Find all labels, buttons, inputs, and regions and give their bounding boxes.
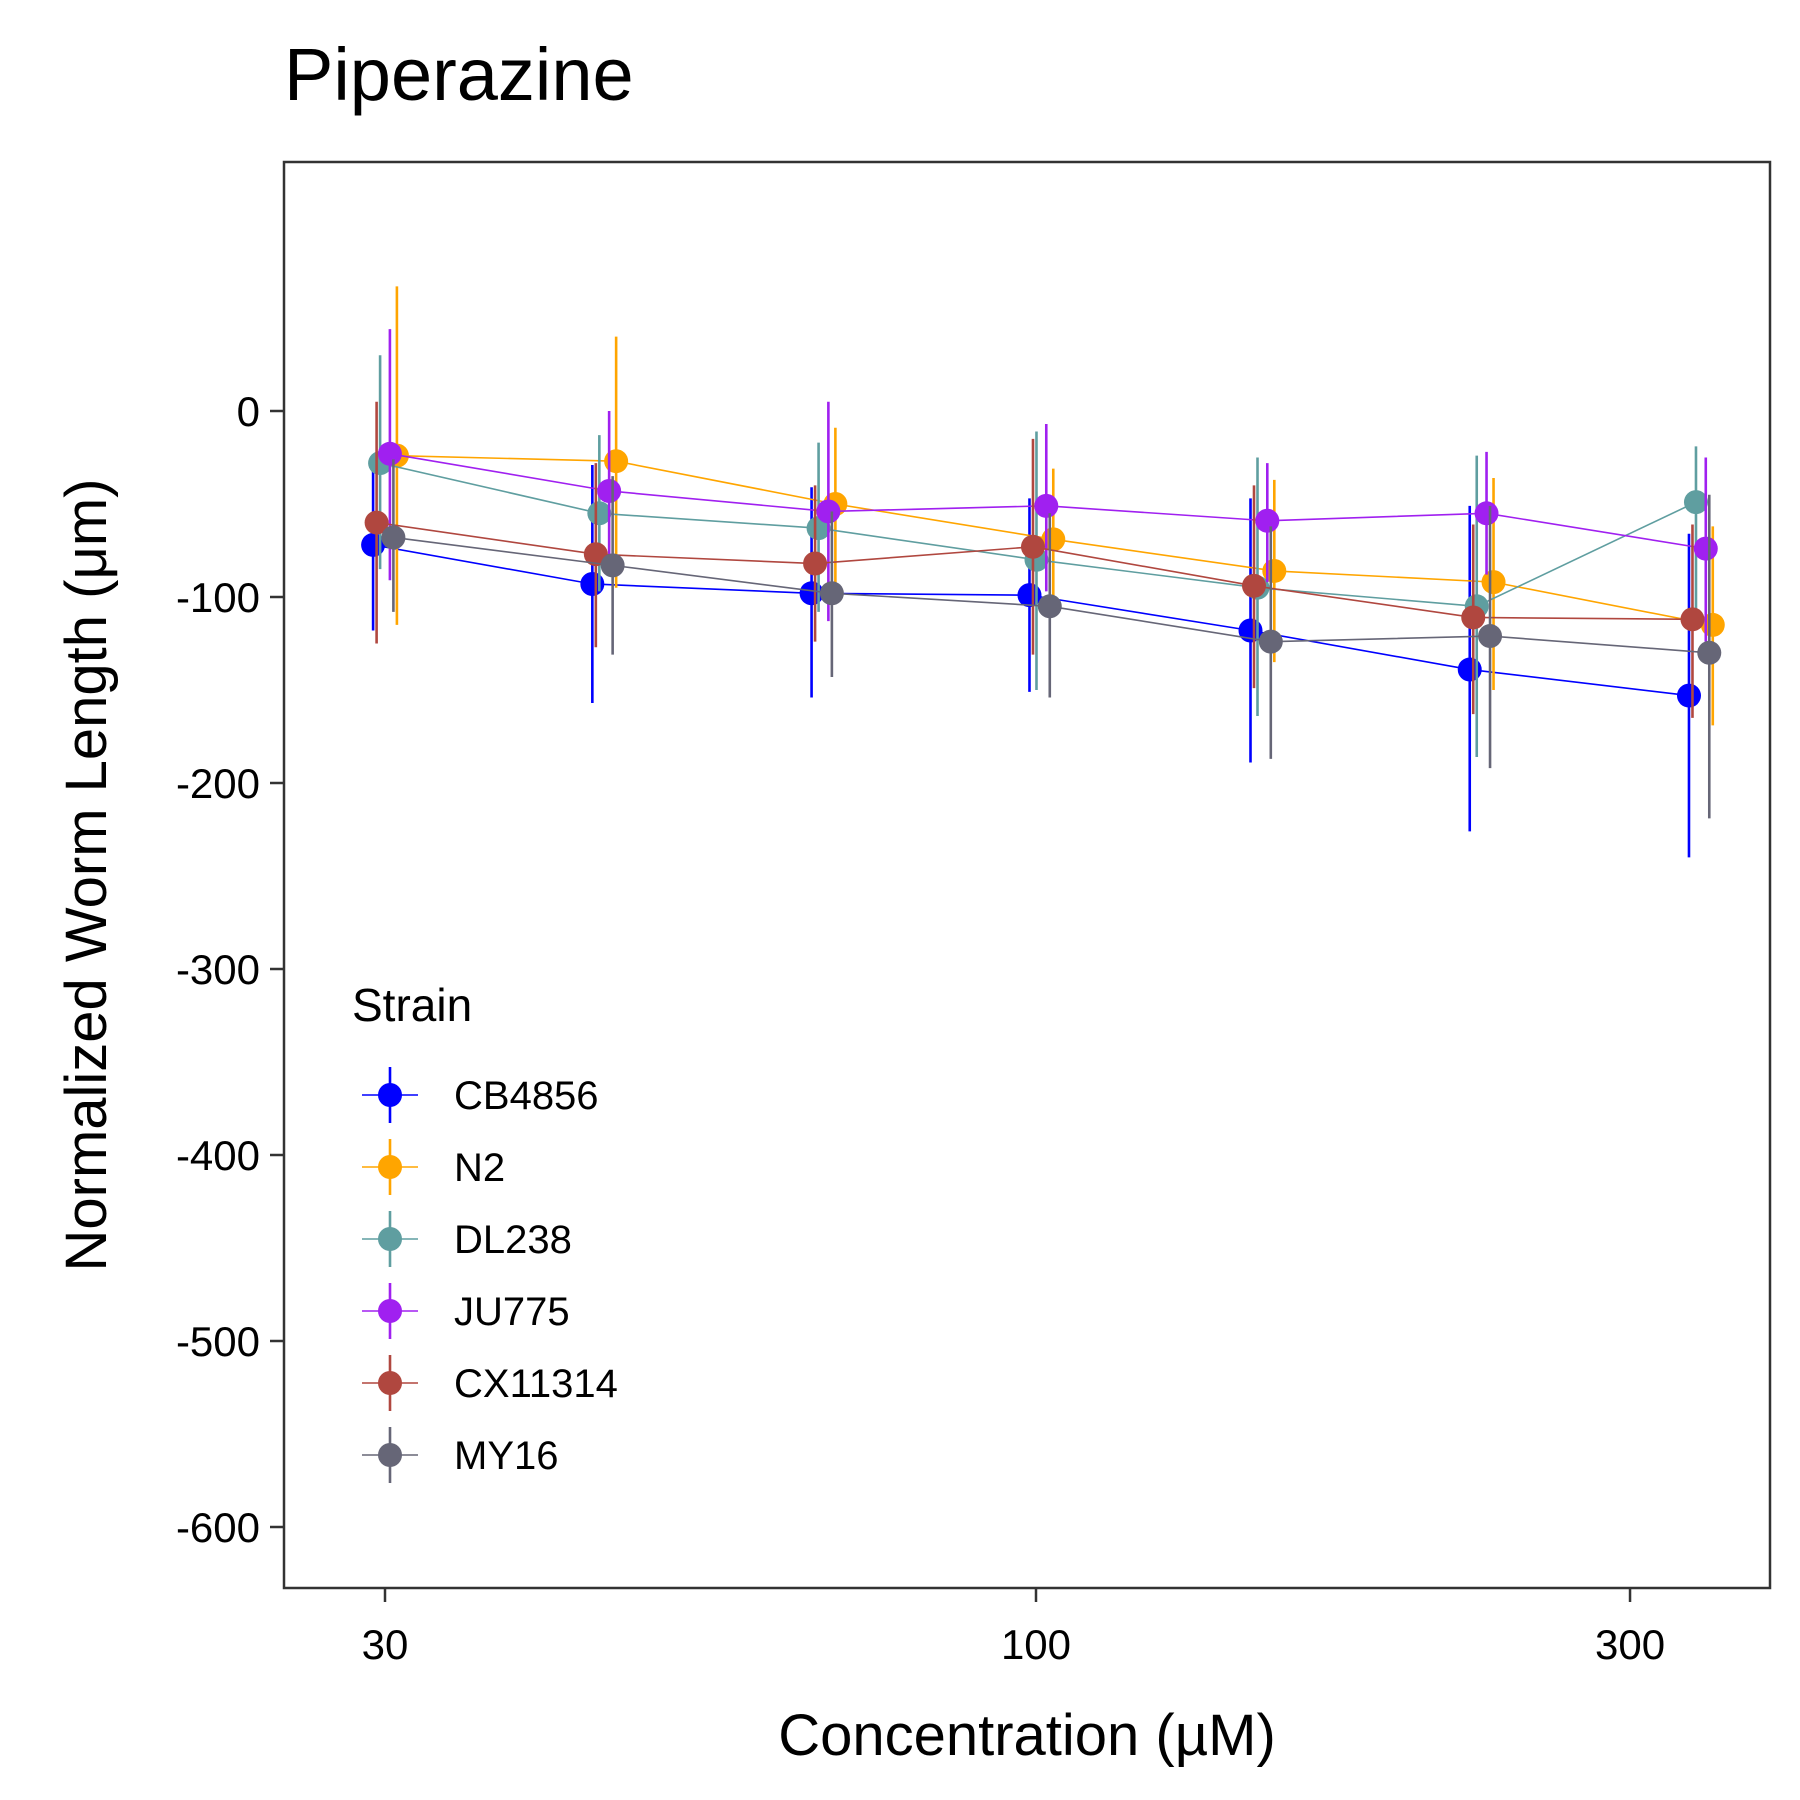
data-point-ju775 [1474,501,1499,526]
data-point-my16 [1258,629,1283,654]
chart-title: Piperazine [284,33,634,116]
legend-key-point [378,1371,402,1395]
series-my16 [381,459,1722,819]
data-point-my16 [1478,624,1503,649]
data-point-dl238 [587,501,612,526]
data-point-cb4856 [1676,683,1701,708]
data-point-ju775 [1255,508,1280,533]
legend-item-cb4856: CB4856 [362,1067,599,1123]
data-point-ju775 [1693,536,1718,561]
y-tick-label: 0 [237,388,260,435]
data-point-ju775 [816,499,841,524]
data-point-dl238 [1683,490,1708,515]
data-point-n2 [1481,570,1506,595]
legend-label: DL238 [454,1218,572,1262]
legend: Strain CB4856 N2 DL238 JU775 CX11314 MY16 [352,979,618,1483]
legend-key-point [378,1299,402,1323]
legend-item-cx11314: CX11314 [362,1355,618,1411]
legend-item-dl238: DL238 [362,1211,572,1267]
legend-title: Strain [352,979,472,1031]
legend-label: N2 [454,1146,505,1190]
data-point-my16 [381,525,406,550]
data-point-my16 [1697,640,1722,665]
data-point-cx11314 [803,551,828,576]
y-tick-label: -500 [176,1318,260,1365]
y-tick-label: -600 [176,1504,260,1551]
legend-label: JU775 [454,1290,570,1334]
y-tick-label: -400 [176,1132,260,1179]
data-point-cb4856 [580,571,605,596]
x-tick-label: 300 [1595,1621,1665,1668]
legend-key-point [378,1155,402,1179]
x-tick-label: 100 [1001,1621,1071,1668]
legend-key-point [378,1443,402,1467]
plot-panel [282,160,1772,1590]
y-tick-label: -300 [176,946,260,993]
series-cx11314 [364,401,1705,718]
data-point-cx11314 [1461,605,1486,630]
data-point-cb4856 [1457,657,1482,682]
x-axis-title: Concentration (µM) [778,1703,1276,1768]
data-point-n2 [1700,612,1725,637]
y-axis-title: Normalized Worm Length (μm) [54,479,119,1272]
legend-item-ju775: JU775 [362,1283,570,1339]
legend-item-my16: MY16 [362,1427,559,1483]
y-axis: 0 -100 -200 -300 -400 -500 -600 [176,388,284,1551]
x-axis: 30 100 300 [362,1588,1665,1668]
legend-label: CX11314 [454,1362,618,1406]
data-point-cx11314 [1680,607,1705,632]
x-tick-label: 30 [362,1621,409,1668]
data-point-ju775 [1034,493,1059,518]
data-point-cb4856 [1017,583,1042,608]
legend-key-point [378,1083,402,1107]
data-point-cx11314 [1020,534,1045,559]
data-point-ju775 [597,478,622,503]
legend-item-n2: N2 [362,1139,505,1195]
legend-label: MY16 [454,1434,559,1478]
y-tick-label: -200 [176,760,260,807]
data-point-ju775 [377,441,402,466]
data-point-n2 [604,449,629,474]
legend-label: CB4856 [454,1074,599,1118]
data-point-my16 [600,553,625,578]
y-tick-label: -100 [176,574,260,621]
data-point-my16 [1037,594,1062,619]
data-point-cx11314 [364,510,389,535]
data-point-my16 [819,581,844,606]
plot-series [361,286,1725,858]
data-point-cx11314 [1242,573,1267,598]
legend-key-point [378,1227,402,1251]
